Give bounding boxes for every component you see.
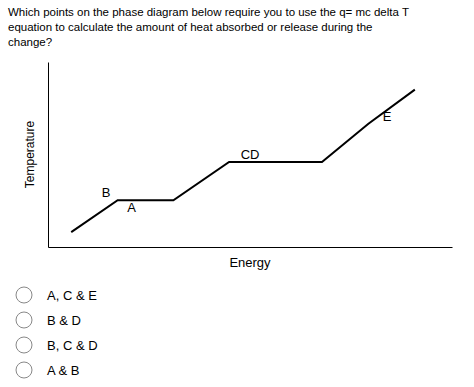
- point-label: B: [102, 185, 111, 200]
- point-label: D: [250, 147, 259, 162]
- marks: [71, 90, 415, 232]
- point-label: C: [241, 147, 250, 162]
- choice-label: B & D: [47, 313, 81, 328]
- choice-radio[interactable]: [16, 312, 32, 328]
- y-axis-line: [48, 63, 49, 248]
- title-line: change?: [8, 36, 52, 48]
- choice-radio[interactable]: [16, 337, 32, 353]
- title-line: Which points on the phase diagram below …: [8, 6, 409, 18]
- choice-label: A, C & E: [47, 288, 97, 303]
- y-axis: [48, 63, 49, 248]
- x-axis-line: [49, 247, 453, 248]
- chart: Which points on the phase diagram below …: [0, 0, 474, 387]
- point-label: E: [383, 109, 392, 124]
- plot: A B CD E: [49, 63, 453, 248]
- choice-label: B, C & D: [47, 338, 98, 353]
- y-axis-title: Temperature: [23, 120, 37, 188]
- title-line: equation to calculate the amount of heat…: [8, 21, 372, 33]
- x-axis: [49, 247, 453, 248]
- choice-radio[interactable]: [16, 362, 32, 378]
- point-label: A: [127, 200, 136, 215]
- choice-label: A & B: [47, 363, 80, 378]
- curve: [71, 90, 415, 232]
- x-axis-title: Energy: [229, 255, 271, 270]
- choice-radio[interactable]: [16, 287, 32, 303]
